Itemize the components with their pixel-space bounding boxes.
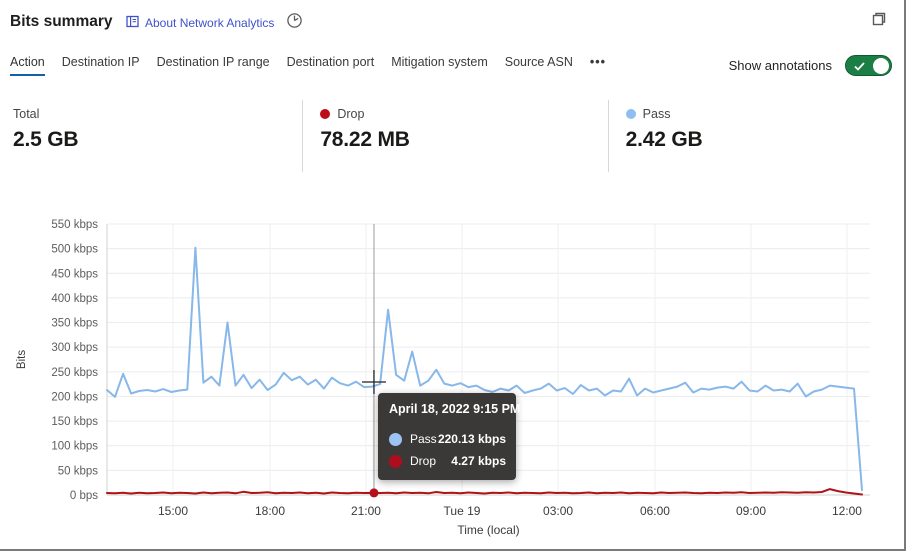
svg-text:21:00: 21:00 [351, 504, 381, 518]
svg-text:250 kbps: 250 kbps [51, 367, 98, 379]
svg-text:18:00: 18:00 [255, 504, 285, 518]
summary-tabs: Action Destination IP Destination IP ran… [10, 55, 606, 76]
tooltip-pass-value: 220.13 kbps [437, 432, 506, 446]
tab-destination-ip-range[interactable]: Destination IP range [156, 55, 270, 69]
tooltip-row-pass: Pass 220.13 kbps [389, 432, 506, 446]
about-link-label: About Network Analytics [145, 16, 275, 30]
stats-row: Total 2.5 GB Drop 78.22 MB Pass 2.42 GB [0, 100, 904, 172]
tab-mitigation-system[interactable]: Mitigation system [391, 55, 488, 69]
chart-tooltip: April 18, 2022 9:15 PM Pass 220.13 kbps … [378, 393, 521, 480]
drop-dot-icon [320, 109, 331, 119]
stat-total-value: 2.5 GB [13, 128, 79, 151]
tooltip-timestamp: April 18, 2022 9:15 PM [389, 402, 521, 416]
restore-window-icon[interactable] [871, 11, 887, 27]
svg-text:500 kbps: 500 kbps [51, 244, 98, 256]
tab-action[interactable]: Action [10, 55, 45, 76]
tab-destination-port[interactable]: Destination port [286, 55, 375, 69]
book-icon [126, 15, 139, 31]
svg-text:03:00: 03:00 [543, 504, 573, 518]
svg-text:12:00: 12:00 [832, 504, 862, 518]
page-title: Bits summary [10, 13, 113, 30]
stat-total-label: Total [13, 107, 40, 121]
svg-text:450 kbps: 450 kbps [51, 268, 98, 280]
svg-text:Tue 19: Tue 19 [444, 504, 481, 518]
pass-dot-icon [389, 432, 402, 446]
time-period-button[interactable] [286, 12, 303, 29]
svg-text:100 kbps: 100 kbps [51, 441, 98, 453]
tab-destination-ip[interactable]: Destination IP [61, 55, 140, 69]
drop-line [106, 488, 863, 496]
svg-text:400 kbps: 400 kbps [51, 293, 98, 305]
stat-pass-value: 2.42 GB [625, 128, 703, 151]
svg-text:300 kbps: 300 kbps [51, 342, 98, 354]
svg-text:350 kbps: 350 kbps [51, 318, 98, 330]
tooltip-pass-label: Pass [410, 432, 437, 446]
check-icon [854, 62, 865, 71]
svg-text:Bits: Bits [16, 350, 28, 369]
bits-time-series-chart[interactable]: 550 kbps 500 kbps 450 kbps 400 kbps 350 kbps… [0, 200, 904, 545]
drop-dot-icon [389, 454, 402, 468]
stat-pass: Pass 2.42 GB [607, 100, 904, 172]
stat-pass-label: Pass [642, 107, 671, 121]
svg-text:150 kbps: 150 kbps [51, 416, 98, 428]
svg-text:Time (local): Time (local) [457, 523, 519, 537]
tooltip-drop-value: 4.27 kbps [451, 454, 506, 468]
svg-text:06:00: 06:00 [640, 504, 670, 518]
svg-text:0 bps: 0 bps [70, 490, 98, 502]
svg-text:200 kbps: 200 kbps [51, 391, 98, 403]
svg-text:550 kbps: 550 kbps [51, 219, 98, 231]
show-annotations-label: Show annotations [728, 58, 832, 73]
tooltip-drop-label: Drop [410, 454, 437, 468]
stat-drop-label: Drop [337, 107, 365, 121]
stat-total: Total 2.5 GB [0, 100, 302, 172]
drop-marker-dot [369, 488, 379, 498]
annotations-control: Show annotations [729, 55, 892, 76]
toggle-knob [873, 57, 889, 74]
stat-drop: Drop 78.22 MB [302, 100, 607, 172]
show-annotations-toggle[interactable] [845, 55, 892, 76]
svg-text:50 kbps: 50 kbps [58, 465, 99, 477]
bits-chart-svg: 550 kbps 500 kbps 450 kbps 400 kbps 350 kbps… [16, 219, 870, 537]
pass-line [106, 246, 863, 492]
about-network-analytics-link[interactable]: About Network Analytics [126, 15, 274, 31]
pass-dot-icon [625, 109, 636, 119]
more-tabs-ellipsis-icon[interactable]: ••• [589, 55, 606, 69]
stat-drop-value: 78.22 MB [320, 128, 410, 151]
svg-text:15:00: 15:00 [158, 504, 188, 518]
tooltip-row-drop: Drop 4.27 kbps [389, 454, 506, 468]
svg-text:09:00: 09:00 [736, 504, 766, 518]
tab-source-asn[interactable]: Source ASN [504, 55, 573, 69]
